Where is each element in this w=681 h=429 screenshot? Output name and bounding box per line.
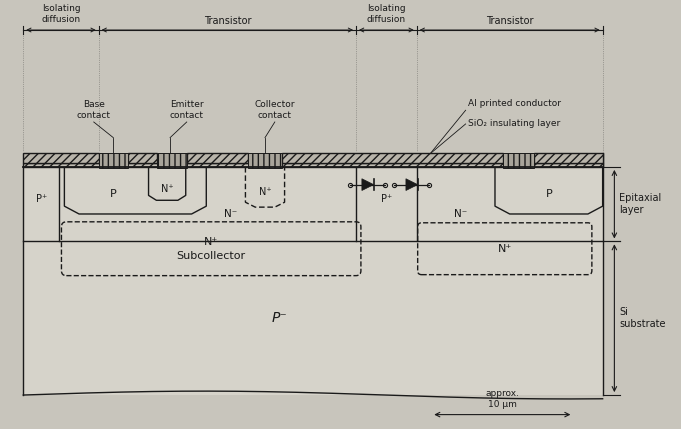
Text: P⁻: P⁻: [272, 311, 287, 325]
Text: Al printed conductor: Al printed conductor: [468, 99, 560, 108]
Bar: [128, 153, 157, 163]
Polygon shape: [362, 179, 374, 190]
Text: approx.
10 μm: approx. 10 μm: [486, 389, 520, 409]
Text: Emitter
contact: Emitter contact: [170, 100, 204, 120]
Text: N⁺: N⁺: [498, 244, 512, 254]
Text: P⁺: P⁺: [36, 194, 47, 204]
Bar: [249, 153, 282, 168]
Bar: [282, 153, 503, 163]
Text: N⁻: N⁻: [224, 209, 238, 219]
Polygon shape: [406, 179, 417, 190]
Bar: [99, 153, 128, 168]
Text: P: P: [110, 190, 116, 199]
Text: Transistor: Transistor: [204, 16, 251, 26]
Text: N⁺
Subcollector: N⁺ Subcollector: [176, 237, 246, 261]
Bar: [157, 153, 187, 168]
Text: N⁺: N⁺: [161, 184, 174, 193]
Text: SiO₂ insulating layer: SiO₂ insulating layer: [468, 119, 560, 128]
Text: Si
substrate: Si substrate: [619, 308, 666, 329]
Bar: [187, 153, 249, 163]
Bar: [534, 153, 603, 163]
Text: P⁺: P⁺: [381, 194, 392, 204]
Text: Epitaxial
layer: Epitaxial layer: [619, 193, 661, 215]
Text: Isolating
diffusion: Isolating diffusion: [42, 4, 80, 24]
Bar: [503, 153, 534, 168]
Text: N⁻: N⁻: [454, 209, 467, 219]
Text: Base
contact: Base contact: [77, 100, 111, 120]
Bar: [23, 153, 99, 163]
Bar: [23, 153, 603, 395]
Text: Collector
contact: Collector contact: [255, 100, 295, 120]
Text: N⁺: N⁺: [259, 187, 271, 197]
Text: Transistor: Transistor: [486, 16, 533, 26]
Text: P: P: [545, 190, 552, 199]
Bar: [23, 163, 603, 167]
Text: Isolating
diffusion: Isolating diffusion: [367, 4, 406, 24]
